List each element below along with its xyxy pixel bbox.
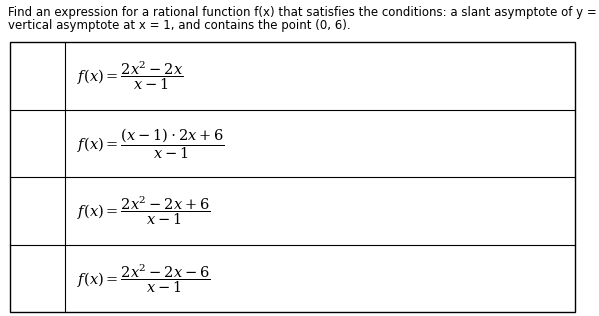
Text: vertical asymptote at x = 1, and contains the point (0, 6).: vertical asymptote at x = 1, and contain… xyxy=(8,19,350,32)
Text: $f(x)=\dfrac{2x^2-2x}{x-1}$: $f(x)=\dfrac{2x^2-2x}{x-1}$ xyxy=(77,59,183,92)
Bar xyxy=(10,42,575,312)
Text: Find an expression for a rational function f(x) that satisfies the conditions: a: Find an expression for a rational functi… xyxy=(8,6,599,19)
Text: $f(x)=\dfrac{2x^2-2x+6}{x-1}$: $f(x)=\dfrac{2x^2-2x+6}{x-1}$ xyxy=(77,194,210,227)
Text: $f(x)=\dfrac{2x^2-2x-6}{x-1}$: $f(x)=\dfrac{2x^2-2x-6}{x-1}$ xyxy=(77,262,210,295)
Text: $f(x)=\dfrac{(x-1)\cdot 2x+6}{x-1}$: $f(x)=\dfrac{(x-1)\cdot 2x+6}{x-1}$ xyxy=(77,126,225,161)
